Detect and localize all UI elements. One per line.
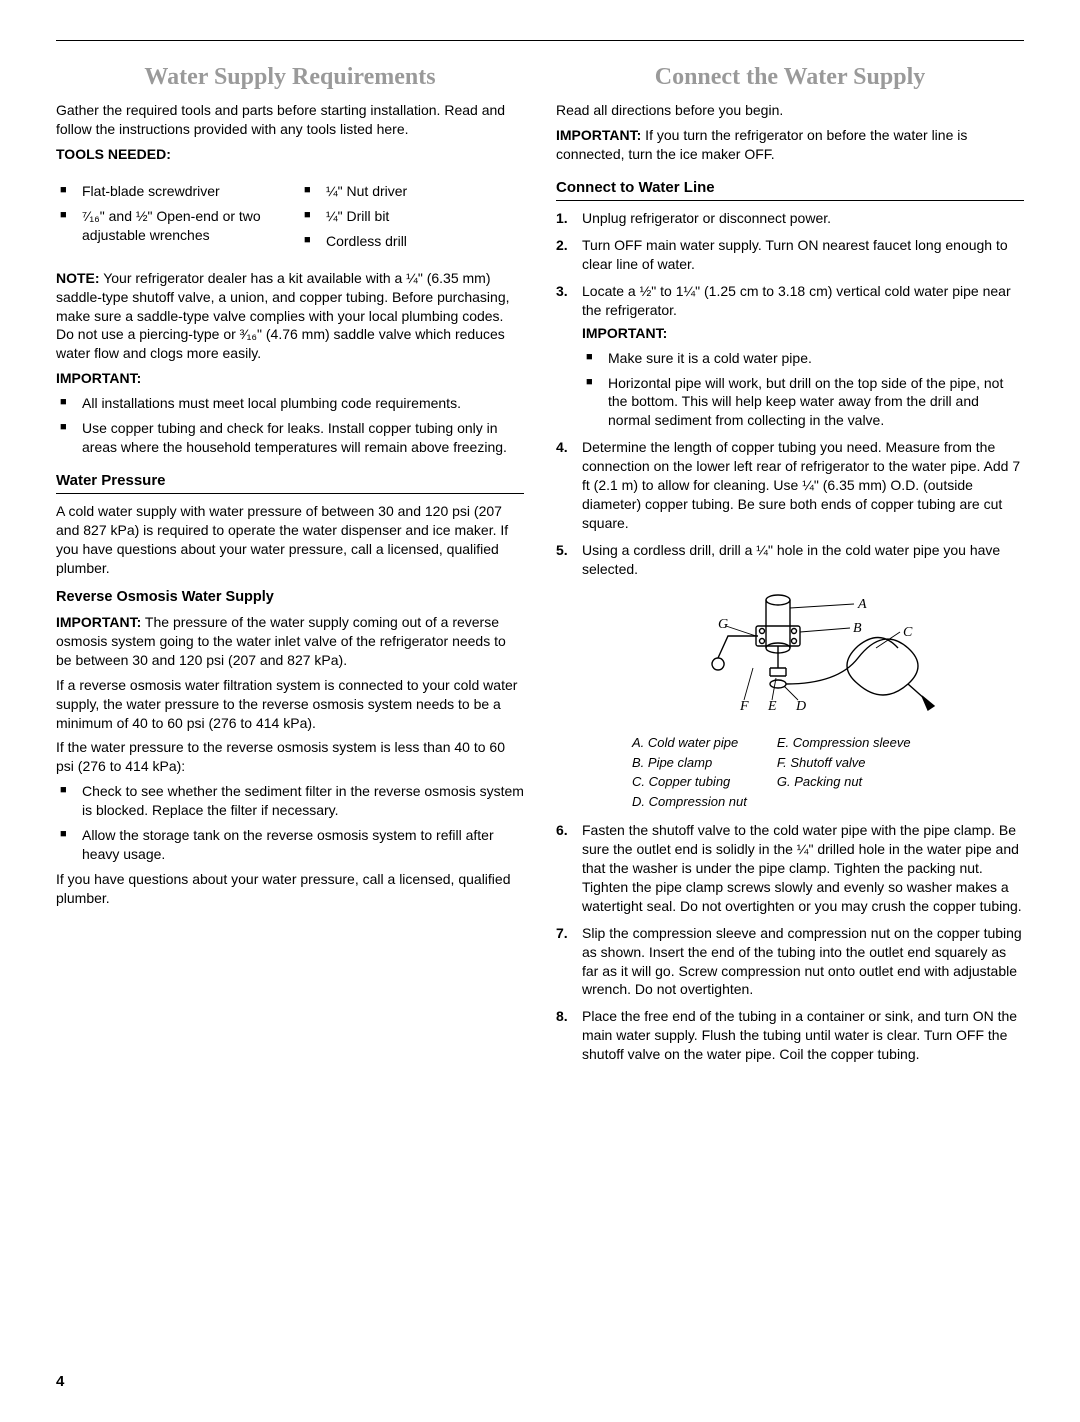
tool-item: ⁷⁄₁₆" and ½" Open-end or two adjustable …	[56, 207, 280, 245]
step-1: Unplug refrigerator or disconnect power.	[556, 209, 1024, 228]
label-E: E	[767, 699, 777, 714]
ro-p3: If the water pressure to the reverse osm…	[56, 738, 524, 776]
step-5-text: Using a cordless drill, drill a ¼" hole …	[582, 542, 1000, 577]
label-C: C	[903, 625, 913, 640]
tool-item: Cordless drill	[300, 232, 524, 251]
left-column: Water Supply Requirements Gather the req…	[56, 61, 524, 1072]
right-column: Connect the Water Supply Read all direct…	[556, 61, 1024, 1072]
page-number: 4	[56, 1372, 1024, 1392]
two-column-layout: Water Supply Requirements Gather the req…	[56, 61, 1024, 1072]
step-6: Fasten the shutoff valve to the cold wat…	[556, 821, 1024, 915]
tool-item: ¼" Nut driver	[300, 182, 524, 201]
ro-imp-label: IMPORTANT:	[56, 614, 141, 630]
tools-heading: TOOLS NEEDED:	[56, 145, 524, 164]
valve-diagram: A B C D E F G	[582, 588, 1024, 723]
tools-grid: Flat-blade screwdriver ⁷⁄₁₆" and ½" Open…	[56, 170, 524, 263]
legend-item: G. Packing nut	[777, 772, 911, 792]
important-list: All installations must meet local plumbi…	[56, 394, 524, 457]
label-B: B	[853, 621, 862, 636]
ro-important: IMPORTANT: The pressure of the water sup…	[56, 613, 524, 670]
step-7: Slip the compression sleeve and compress…	[556, 924, 1024, 1000]
ro-p2: If a reverse osmosis water filtration sy…	[56, 676, 524, 733]
ro-p4: If you have questions about your water p…	[56, 870, 524, 908]
label-F: F	[739, 699, 749, 714]
legend-item: C. Copper tubing	[632, 772, 747, 792]
ro-item: Check to see whether the sediment filter…	[56, 782, 524, 820]
legend-item: D. Compression nut	[632, 792, 747, 812]
tools-list-right: ¼" Nut driver ¼" Drill bit Cordless dril…	[300, 176, 524, 257]
legend-left: A. Cold water pipe B. Pipe clamp C. Copp…	[632, 733, 747, 811]
legend-item: B. Pipe clamp	[632, 753, 747, 773]
intro-paragraph: Gather the required tools and parts befo…	[56, 101, 524, 139]
connect-water-line-heading: Connect to Water Line	[556, 178, 1024, 201]
step-5: Using a cordless drill, drill a ¼" hole …	[556, 541, 1024, 812]
label-G: G	[718, 617, 728, 632]
tool-item: Flat-blade screwdriver	[56, 182, 280, 201]
right-important: IMPORTANT: If you turn the refrigerator …	[556, 126, 1024, 164]
legend-item: F. Shutoff valve	[777, 753, 911, 773]
legend-item: A. Cold water pipe	[632, 733, 747, 753]
note-paragraph: NOTE: Your refrigerator dealer has a kit…	[56, 269, 524, 363]
diagram-legend: A. Cold water pipe B. Pipe clamp C. Copp…	[632, 733, 1024, 811]
section-title-connect: Connect the Water Supply	[556, 61, 1024, 93]
tools-list-left: Flat-blade screwdriver ⁷⁄₁₆" and ½" Open…	[56, 176, 280, 257]
label-D: D	[795, 699, 806, 714]
step3-item: Horizontal pipe will work, but drill on …	[582, 374, 1024, 431]
important-label: IMPORTANT:	[56, 369, 524, 388]
important-item: Use copper tubing and check for leaks. I…	[56, 419, 524, 457]
step3-important-list: Make sure it is a cold water pipe. Horiz…	[582, 349, 1024, 431]
ro-list: Check to see whether the sediment filter…	[56, 782, 524, 864]
tool-item: ¼" Drill bit	[300, 207, 524, 226]
note-label: NOTE:	[56, 270, 100, 286]
step-3: Locate a ½" to 1¼" (1.25 cm to 3.18 cm) …	[556, 282, 1024, 430]
legend-right: E. Compression sleeve F. Shutoff valve G…	[777, 733, 911, 811]
right-imp-label: IMPORTANT:	[556, 127, 641, 143]
step3-item: Make sure it is a cold water pipe.	[582, 349, 1024, 368]
intro-right: Read all directions before you begin.	[556, 101, 1024, 120]
step-8: Place the free end of the tubing in a co…	[556, 1007, 1024, 1064]
valve-diagram-svg: A B C D E F G	[658, 588, 948, 718]
step-3-text: Locate a ½" to 1¼" (1.25 cm to 3.18 cm) …	[582, 283, 1011, 318]
important-item: All installations must meet local plumbi…	[56, 394, 524, 413]
wp-paragraph: A cold water supply with water pressure …	[56, 502, 524, 578]
top-rule	[56, 40, 1024, 41]
section-title-requirements: Water Supply Requirements	[56, 61, 524, 93]
note-text: Your refrigerator dealer has a kit avail…	[56, 270, 510, 362]
steps-list: Unplug refrigerator or disconnect power.…	[556, 209, 1024, 1064]
label-A: A	[857, 597, 867, 612]
step3-imp-label: IMPORTANT:	[582, 324, 1024, 343]
step-2: Turn OFF main water supply. Turn ON near…	[556, 236, 1024, 274]
legend-item: E. Compression sleeve	[777, 733, 911, 753]
ro-heading: Reverse Osmosis Water Supply	[56, 588, 524, 608]
ro-item: Allow the storage tank on the reverse os…	[56, 826, 524, 864]
water-pressure-heading: Water Pressure	[56, 471, 524, 494]
step-4: Determine the length of copper tubing yo…	[556, 438, 1024, 532]
